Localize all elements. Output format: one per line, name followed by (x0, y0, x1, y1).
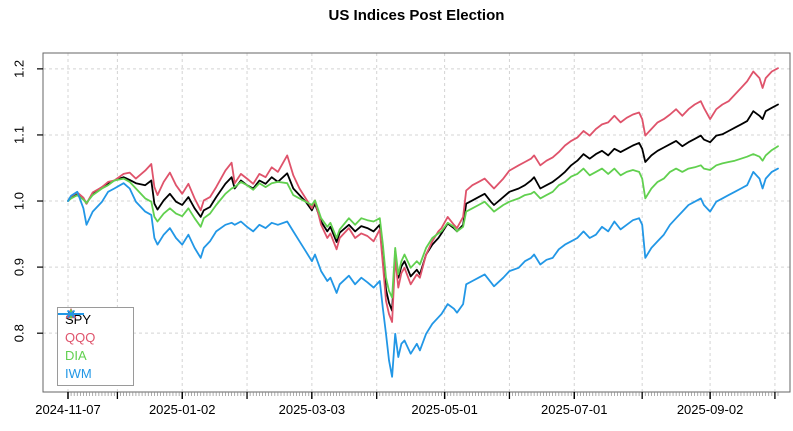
legend-marker-x-icon (58, 309, 84, 319)
legend-item-qqq: QQQ (58, 308, 133, 346)
y-axis-label: 1.2 (11, 60, 26, 78)
series-line-dia (67, 145, 779, 299)
legend-item-label: QQQ (65, 330, 96, 346)
chart-title: US Indices Post Election (328, 7, 505, 24)
plot-border (42, 52, 791, 393)
y-axis-label: 1.1 (11, 126, 26, 144)
legend: SPY QQQ DIA IWM (57, 307, 134, 386)
legend-item-label: IWM (65, 365, 92, 381)
y-axis-label: 0.9 (11, 258, 26, 276)
y-axis-label: 1.0 (11, 192, 26, 210)
x-axis-label: 2025-01-02 (149, 402, 216, 417)
series-line-iwm (67, 167, 779, 378)
series-line-qqq (67, 67, 779, 323)
x-axis-label: 2024-11-07 (35, 402, 101, 417)
x-glyph (66, 309, 76, 319)
x-axis-label: 2025-09-02 (677, 402, 744, 417)
x-axis-label: 2025-03-03 (279, 402, 346, 417)
x-axis-label: 2025-07-01 (541, 402, 608, 417)
legend-item-iwm: IWM (58, 309, 133, 381)
series-line-spy (67, 103, 779, 312)
legend-item-dia: DIA (58, 309, 133, 363)
y-axis-label: 0.8 (11, 324, 26, 342)
x-axis-label: 2025-05-01 (411, 402, 478, 417)
legend-item-label: DIA (65, 347, 87, 363)
